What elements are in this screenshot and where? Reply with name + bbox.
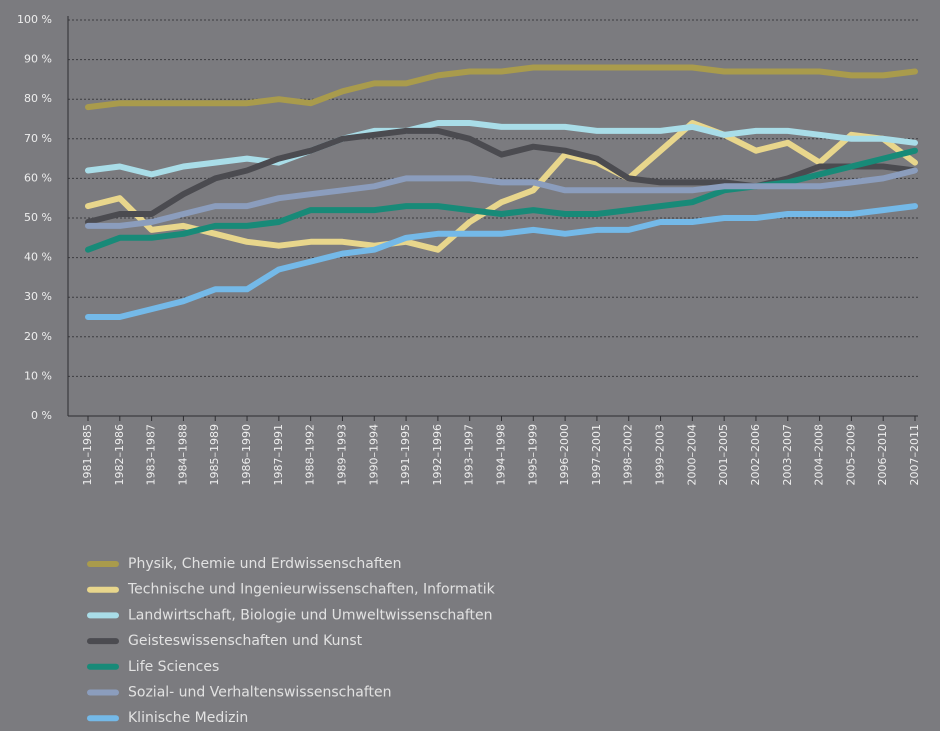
x-tick-label: 1991–1995 xyxy=(399,424,412,486)
y-tick-label: 50 % xyxy=(24,211,52,224)
x-tick-label: 2002–2006 xyxy=(749,424,762,486)
x-tick-label: 1985–1989 xyxy=(208,424,221,486)
x-tick-label: 2006–2010 xyxy=(876,424,889,486)
x-tick-label: 2007–2011 xyxy=(908,424,921,486)
y-tick-label: 10 % xyxy=(24,369,52,382)
x-tick-label: 1998–2002 xyxy=(622,424,635,486)
x-tick-label: 1987–1991 xyxy=(272,424,285,486)
x-tick-label: 1994–1998 xyxy=(495,424,508,486)
x-tick-label: 1995–1999 xyxy=(526,424,539,486)
y-tick-label: 100 % xyxy=(17,13,52,26)
legend-label: Klinische Medizin xyxy=(128,710,248,726)
y-tick-label: 30 % xyxy=(24,290,52,303)
legend-label: Physik, Chemie und Erdwissenschaften xyxy=(128,556,402,572)
x-tick-label: 1983–1987 xyxy=(145,424,158,486)
series-line xyxy=(85,203,918,320)
legend-label: Technische und Ingenieurwissenschaften, … xyxy=(127,582,496,598)
y-tick-label: 40 % xyxy=(24,251,52,264)
x-tick-label: 1997–2001 xyxy=(590,424,603,486)
x-tick-label: 1999–2003 xyxy=(654,424,667,486)
x-tick-label: 1989–1993 xyxy=(335,424,348,486)
x-tick-label: 1984–1988 xyxy=(176,424,189,486)
x-tick-label: 1993–1997 xyxy=(463,424,476,486)
x-tick-label: 1982–1986 xyxy=(113,424,126,486)
x-tick-label: 1990–1994 xyxy=(367,424,380,486)
series-line xyxy=(85,120,918,178)
y-tick-label: 80 % xyxy=(24,92,52,105)
x-tick-label: 2003–2007 xyxy=(781,424,794,486)
x-tick-label: 2004–2008 xyxy=(813,424,826,486)
legend-label: Sozial- und Verhaltenswissenschaften xyxy=(128,685,391,701)
legend-label: Landwirtschaft, Biologie und Umweltwisse… xyxy=(128,607,493,623)
legend-label: Geisteswissenschaften und Kunst xyxy=(128,633,363,649)
y-tick-label: 0 % xyxy=(31,409,52,422)
x-tick-label: 1981–1985 xyxy=(81,424,94,486)
series-line xyxy=(85,64,918,111)
x-tick-label: 1986–1990 xyxy=(240,424,253,486)
x-tick-label: 2001–2005 xyxy=(717,424,730,486)
x-tick-label: 1996–2000 xyxy=(558,424,571,486)
y-tick-label: 90 % xyxy=(24,53,52,66)
y-tick-label: 60 % xyxy=(24,171,52,184)
y-tick-label: 70 % xyxy=(24,132,52,145)
x-tick-label: 1988–1992 xyxy=(304,424,317,486)
series-line xyxy=(85,120,918,253)
x-tick-label: 2000–2004 xyxy=(685,424,698,486)
series-line xyxy=(85,167,918,229)
legend-label: Life Sciences xyxy=(128,659,219,675)
y-tick-label: 20 % xyxy=(24,330,52,343)
x-tick-label: 1992–1996 xyxy=(431,424,444,486)
x-tick-label: 2005–2009 xyxy=(844,424,857,486)
